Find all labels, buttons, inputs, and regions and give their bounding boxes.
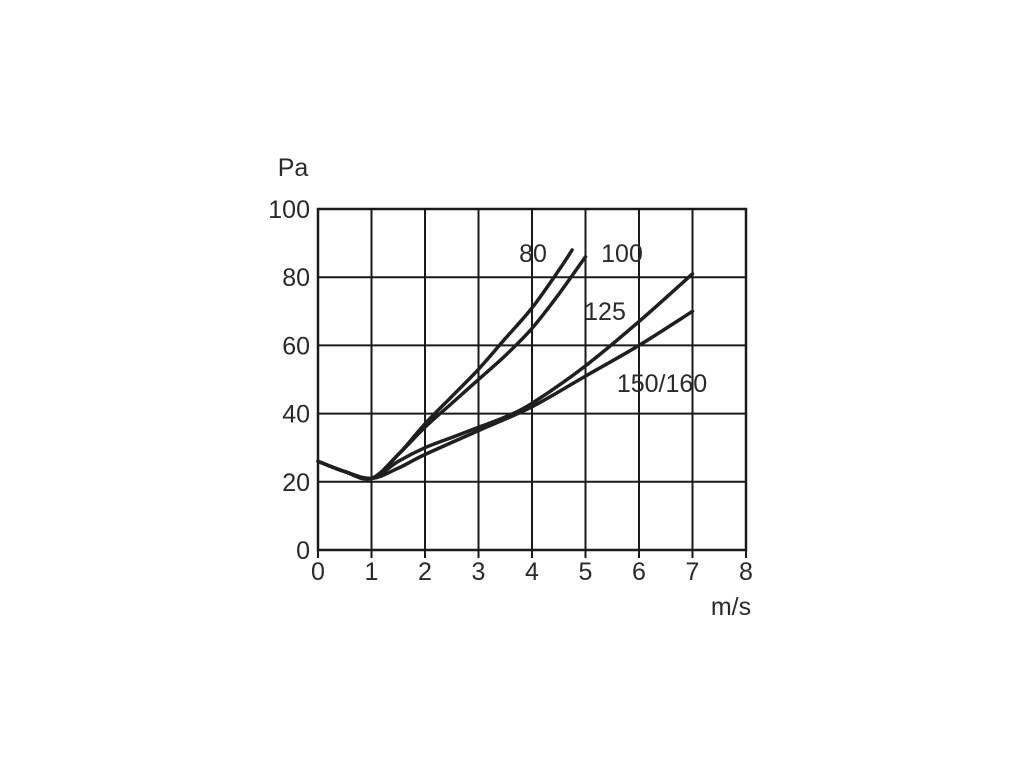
grid (317, 208, 747, 558)
y-tick-label-60: 60 (282, 332, 310, 360)
series-label-125: 125 (584, 298, 626, 326)
y-tick-label-20: 20 (282, 469, 310, 497)
y-tick-label-40: 40 (282, 401, 310, 429)
series-label-100: 100 (601, 240, 643, 268)
x-tick-label-5: 5 (579, 558, 593, 586)
y-tick-label-100: 100 (268, 196, 310, 224)
x-axis-unit-label: m/s (711, 593, 751, 621)
x-tick-label-3: 3 (472, 558, 486, 586)
series-label-80: 80 (519, 240, 547, 268)
series-lines (316, 248, 695, 481)
x-tick-label-6: 6 (632, 558, 646, 586)
plot-frame (316, 207, 748, 552)
x-tick-label-4: 4 (525, 558, 539, 586)
y-tick-label-0: 0 (296, 537, 310, 565)
x-tick-label-1: 1 (365, 558, 379, 586)
y-tick-label-80: 80 (282, 264, 310, 292)
x-tick-label-8: 8 (739, 558, 753, 586)
x-tick-label-2: 2 (418, 558, 432, 586)
x-tick-label-7: 7 (686, 558, 700, 586)
series-label-150-160: 150/160 (617, 370, 707, 398)
x-tick-label-0: 0 (311, 558, 325, 586)
plot-area-border (316, 207, 748, 552)
y-axis-unit-label: Pa (278, 154, 309, 182)
series-line-150-160 (316, 309, 695, 481)
